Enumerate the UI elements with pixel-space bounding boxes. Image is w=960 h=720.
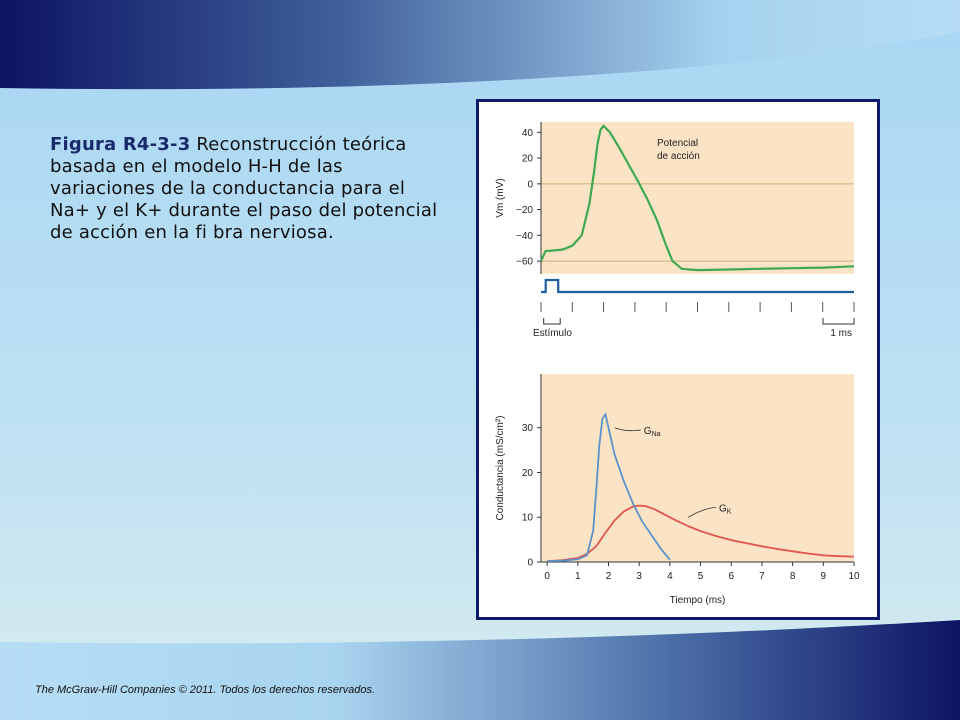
stimulus-label: Estímulo: [533, 328, 572, 339]
footer-band: [0, 620, 960, 720]
gk-leader-line: [688, 506, 716, 518]
figure-label: Figura R4-3-3: [50, 134, 191, 155]
vm-y-tick-label: −40: [516, 231, 533, 242]
gna-curve: [547, 412, 671, 562]
conductance-y-tick-label: 30: [522, 423, 534, 434]
conductance-y-tick-label: 0: [527, 558, 533, 569]
vm-plot-area: [541, 122, 854, 274]
vm-y-tick-label: 20: [522, 154, 534, 165]
conductance-y-tick-label: 10: [522, 513, 534, 524]
conductance-x-tick-label: 2: [606, 571, 612, 582]
vm-annotation-line2: de acción: [657, 151, 700, 162]
gk-curve: [547, 504, 855, 562]
conductance-x-tick-label: 10: [848, 571, 860, 582]
conductance-x-axis-label: Tiempo (ms): [670, 595, 726, 606]
vm-y-axis-label: Vm (mV): [495, 178, 506, 217]
conductance-x-tick-label: 9: [821, 571, 827, 582]
figure-panel: 40 20 0 −20 −40 −60 Vm (mV) Potencial de acción E…: [476, 99, 880, 620]
conductance-x-tick-label: 7: [759, 571, 765, 582]
gna-leader-line: [614, 427, 641, 432]
vm-y-tick-label: −20: [516, 205, 533, 216]
vm-y-tick-label: 40: [522, 128, 534, 139]
conductance-x-tick-label: 1: [575, 571, 581, 582]
stimulus-bracket: [543, 318, 561, 325]
vm-y-tick-label: 0: [527, 179, 533, 190]
conductance-y-tick-label: 20: [522, 468, 534, 479]
conductance-x-tick-label: 8: [790, 571, 796, 582]
scale-bar-label: 1 ms: [830, 328, 852, 339]
conductance-x-tick-label: 0: [544, 571, 550, 582]
copyright-footer: The McGraw-Hill Companies © 2011. Todos …: [35, 684, 376, 696]
conductance-plot-area: [541, 374, 854, 562]
figure-caption: Figura R4-3-3 Reconstrucción teórica bas…: [50, 134, 450, 244]
scale-bar: [822, 318, 855, 325]
conductance-x-tick-label: 4: [667, 571, 673, 582]
vm-annotation-line1: Potencial: [657, 138, 698, 149]
caption-text: Reconstrucción teórica basada en el mode…: [50, 134, 438, 243]
conductance-y-axis-label: Conductancia (mS/cm²): [495, 415, 506, 520]
header-band: [0, 0, 960, 90]
action-potential-curve: [539, 124, 855, 272]
stimulus-trace: [541, 278, 854, 294]
conductance-x-tick-label: 3: [636, 571, 642, 582]
vm-y-tick-label: −60: [516, 257, 533, 268]
conductance-x-tick-label: 6: [728, 571, 734, 582]
conductance-x-tick-label: 5: [698, 571, 704, 582]
